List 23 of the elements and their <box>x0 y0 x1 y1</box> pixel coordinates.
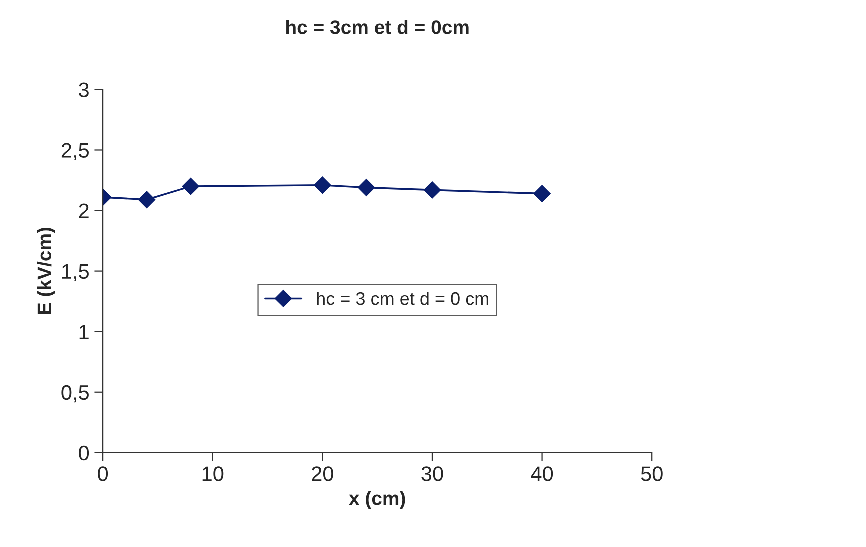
point <box>314 176 332 194</box>
y-tick-label: 1 <box>80 325 89 340</box>
point <box>182 178 200 196</box>
y-tick-label: 0,5 <box>62 385 89 403</box>
x-tick-label: 40 <box>531 466 554 482</box>
chart-title: hc = 3cm et d = 0cm <box>286 20 469 34</box>
y-tick-label: 2,5 <box>62 143 89 160</box>
y-axis-title: E (kV/cm) <box>37 228 56 314</box>
y-tick-label: 0 <box>79 446 90 461</box>
point <box>534 185 551 202</box>
x-tick-label: 10 <box>202 466 224 482</box>
y-tick-label: 3 <box>79 82 89 98</box>
legend-label: hc = 3 cm et d = 0 cm <box>317 292 488 306</box>
point <box>358 179 376 196</box>
point <box>424 182 442 199</box>
x-tick-label: 20 <box>312 466 334 482</box>
x-axis-title: x (cm) <box>349 491 406 510</box>
x-tick-label: 0 <box>98 466 108 482</box>
y-tick-label: 1,5 <box>62 264 89 282</box>
y-tick-label: 2 <box>79 204 89 218</box>
x-tick-label: 30 <box>422 466 444 482</box>
point <box>138 191 156 208</box>
x-tick-label: 50 <box>641 466 663 482</box>
